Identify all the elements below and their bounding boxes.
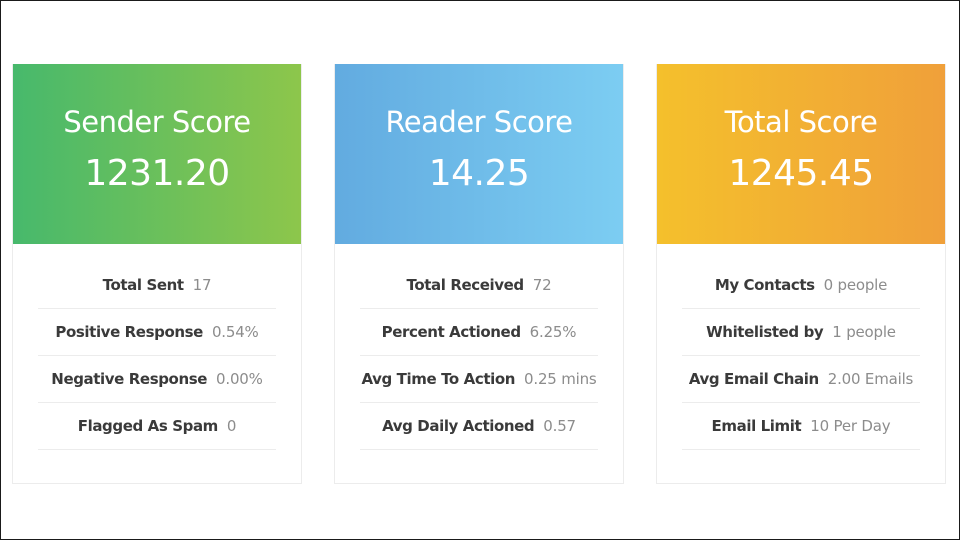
stat-row-my-contacts: My Contacts 0 people [682,262,920,309]
stat-label: My Contacts [714,276,815,294]
stat-value: 0.00% [216,370,263,388]
stat-value: 72 [532,276,552,294]
stat-label: Positive Response [55,323,203,341]
stat-row-email-limit: Email Limit 10 Per Day [682,403,920,450]
stat-row-negative-response: Negative Response 0.00% [38,356,276,403]
stat-label: Email Limit [711,417,802,435]
stat-label: Total Received [406,276,525,294]
total-score-card: Total Score 1245.45 My Contacts 0 people… [656,64,946,484]
stat-value: 2.00 Emails [827,370,914,388]
reader-score-value: 14.25 [428,153,530,194]
stat-row-percent-actioned: Percent Actioned 6.25% [360,309,598,356]
stat-label: Total Sent [102,276,184,294]
sender-stats-list: Total Sent 17 Positive Response 0.54% Ne… [13,244,301,450]
stat-value: 0.57 [543,417,576,435]
stat-row-positive-response: Positive Response 0.54% [38,309,276,356]
total-score-header: Total Score 1245.45 [657,64,945,244]
stat-label: Whitelisted by [706,323,824,341]
stat-value: 0.54% [211,323,259,341]
stat-value: 0 [226,417,237,435]
stat-row-avg-daily-actioned: Avg Daily Actioned 0.57 [360,403,598,450]
stat-label: Avg Daily Actioned [382,417,535,435]
sender-score-header: Sender Score 1231.20 [13,64,301,244]
stat-row-whitelisted-by: Whitelisted by 1 people [682,309,920,356]
total-score-title: Total Score [724,105,878,139]
sender-score-card: Sender Score 1231.20 Total Sent 17 Posit… [12,64,302,484]
reader-score-title: Reader Score [385,105,573,139]
stat-value: 17 [192,276,212,294]
stat-label: Avg Email Chain [688,370,819,388]
stat-row-total-received: Total Received 72 [360,262,598,309]
stat-label: Negative Response [51,370,208,388]
sender-score-value: 1231.20 [84,153,230,194]
reader-stats-list: Total Received 72 Percent Actioned 6.25%… [335,244,623,450]
stat-value: 10 Per Day [810,417,891,435]
stat-value: 0.25 mins [524,370,597,388]
stat-row-total-sent: Total Sent 17 [38,262,276,309]
stat-row-flagged-as-spam: Flagged As Spam 0 [38,403,276,450]
stat-label: Avg Time To Action [361,370,516,388]
stat-label: Percent Actioned [381,323,521,341]
stat-value: 6.25% [529,323,577,341]
reader-score-header: Reader Score 14.25 [335,64,623,244]
total-score-value: 1245.45 [728,153,874,194]
sender-score-title: Sender Score [63,105,251,139]
stat-row-avg-time-to-action: Avg Time To Action 0.25 mins [360,356,598,403]
stat-row-avg-email-chain: Avg Email Chain 2.00 Emails [682,356,920,403]
stat-value: 0 people [823,276,888,294]
total-stats-list: My Contacts 0 people Whitelisted by 1 pe… [657,244,945,450]
stat-label: Flagged As Spam [77,417,219,435]
stat-value: 1 people [832,323,896,341]
reader-score-card: Reader Score 14.25 Total Received 72 Per… [334,64,624,484]
